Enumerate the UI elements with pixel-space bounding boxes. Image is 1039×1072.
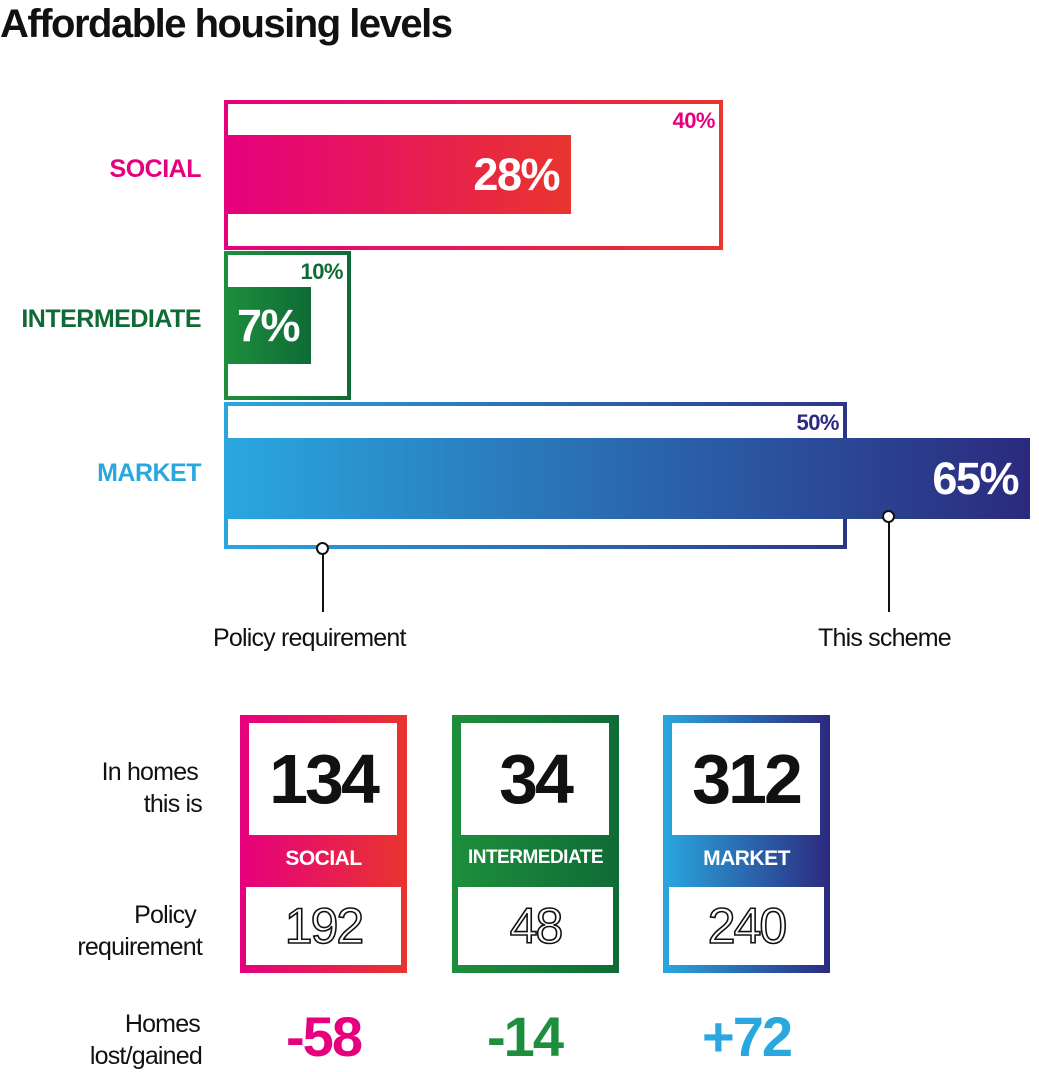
card-homes-value: 312 xyxy=(672,723,820,835)
scheme-callout-line xyxy=(888,517,890,612)
row-label-in-homes-line1: In homes xyxy=(101,758,199,786)
row-label-in-homes-line2: this is xyxy=(143,790,203,818)
row-label-delta-line1: Homes xyxy=(124,1010,201,1038)
policy-value-label-social: 40% xyxy=(672,108,715,133)
category-label-social: SOCIAL xyxy=(109,155,202,183)
policy-callout-line xyxy=(322,549,324,612)
category-label-intermediate: INTERMEDIATE xyxy=(21,305,201,333)
policy-callout-label: Policy requirement xyxy=(213,624,406,652)
card-intermediate: 34 INTERMEDIATE 48 xyxy=(452,715,619,973)
delta-market: +72 xyxy=(702,1005,793,1068)
card-social: 134 SOCIAL 192 xyxy=(240,715,407,973)
row-label-delta: Homes lost/gained xyxy=(2,1008,203,1072)
card-policy-value: 48 xyxy=(458,887,613,965)
card-market: 312 MARKET 240 xyxy=(663,715,830,973)
card-category-name: MARKET xyxy=(703,847,790,870)
delta-social: -58 xyxy=(286,1005,363,1068)
card-policy-value: 192 xyxy=(246,887,401,965)
scheme-callout-dot xyxy=(882,510,895,523)
delta-intermediate: -14 xyxy=(487,1005,564,1068)
row-label-policy-line2: requirement xyxy=(77,933,202,961)
category-label-market: MARKET xyxy=(97,459,201,487)
card-homes-value: 134 xyxy=(249,723,397,835)
page-title: Affordable housing levels xyxy=(0,2,453,46)
card-category-name: INTERMEDIATE xyxy=(467,847,604,868)
policy-value-label-market: 50% xyxy=(796,410,839,435)
row-label-delta-line2: lost/gained xyxy=(89,1042,203,1070)
policy-value-label-intermediate: 10% xyxy=(300,259,343,284)
card-policy-value: 240 xyxy=(669,887,824,965)
card-homes-value: 34 xyxy=(461,723,609,835)
row-label-policy: Policy requirement xyxy=(2,899,202,963)
row-label-in-homes: In homes this is xyxy=(2,756,203,820)
scheme-callout-label: This scheme xyxy=(818,624,952,652)
scheme-bar-social xyxy=(224,135,571,214)
scheme-value-label-intermediate: 7% xyxy=(236,300,301,351)
policy-callout-dot xyxy=(316,542,329,555)
scheme-value-label-social: 28% xyxy=(473,149,560,200)
scheme-bar-market xyxy=(224,438,1030,519)
scheme-bar-intermediate xyxy=(224,287,311,364)
row-label-policy-line1: Policy xyxy=(134,901,197,929)
card-category-name: SOCIAL xyxy=(285,847,362,870)
scheme-value-label-market: 65% xyxy=(932,453,1019,504)
